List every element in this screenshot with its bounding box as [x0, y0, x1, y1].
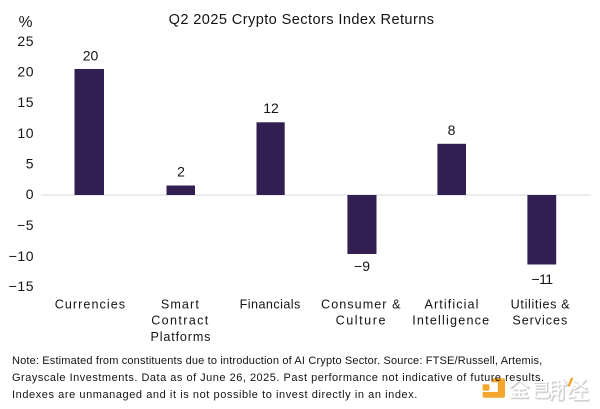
svg-text:20: 20: [83, 47, 99, 63]
svg-text:Q2 2025 Crypto Sectors Index R: Q2 2025 Crypto Sectors Index Returns: [169, 12, 435, 28]
svg-text:Utilities &: Utilities &: [511, 298, 571, 312]
svg-text:−5: −5: [17, 217, 34, 233]
svg-text:Services: Services: [512, 314, 568, 328]
svg-text:2: 2: [177, 164, 185, 180]
svg-text:10: 10: [17, 125, 34, 141]
svg-text:Contract: Contract: [151, 314, 209, 328]
svg-text:Financials: Financials: [240, 298, 301, 312]
svg-text:Note: Estimated from constitue: Note: Estimated from constituents due to…: [12, 355, 542, 367]
svg-text:5: 5: [26, 155, 34, 171]
svg-text:Indexes are unmanaged and it i: Indexes are unmanaged and it is not poss…: [12, 389, 418, 401]
svg-text:−10: −10: [9, 248, 34, 264]
svg-text:Currencies: Currencies: [55, 298, 126, 312]
svg-text:−15: −15: [9, 278, 34, 294]
svg-text:−9: −9: [354, 258, 370, 274]
svg-text:20: 20: [17, 64, 34, 80]
svg-text:Grayscale Investments. Data as: Grayscale Investments. Data as of June 2…: [12, 372, 545, 384]
svg-text:Culture: Culture: [336, 314, 387, 328]
svg-text:12: 12: [263, 100, 279, 116]
svg-text:Consumer &: Consumer &: [321, 298, 402, 312]
svg-text:15: 15: [17, 94, 34, 110]
svg-text:Intelligence: Intelligence: [412, 314, 490, 328]
svg-text:−11: −11: [532, 271, 554, 287]
svg-text:Artificial: Artificial: [424, 298, 479, 312]
svg-text:25: 25: [17, 33, 34, 49]
svg-text:Smart: Smart: [161, 298, 200, 312]
svg-text:0: 0: [26, 186, 34, 202]
svg-text:8: 8: [448, 122, 456, 138]
svg-text:%: %: [19, 14, 33, 31]
svg-text:Platforms: Platforms: [150, 330, 211, 344]
